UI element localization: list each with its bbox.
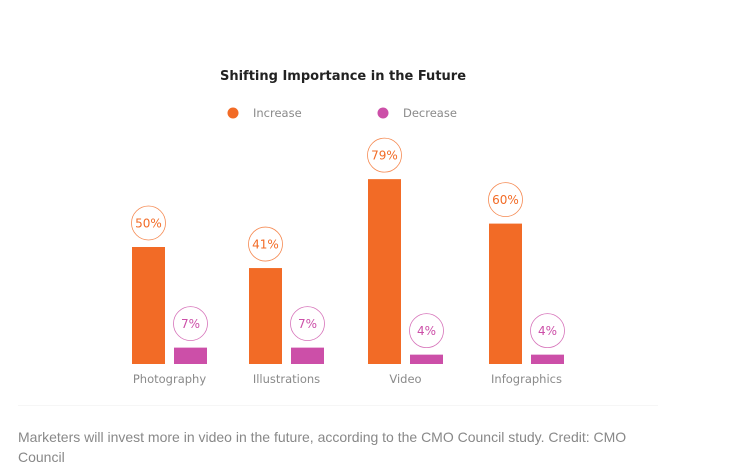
legend-label-decrease: Decrease bbox=[403, 106, 457, 120]
value-badge-decrease-video bbox=[409, 313, 444, 349]
chart: Shifting Importance in the Future Increa… bbox=[131, 69, 565, 386]
bar-decrease-video bbox=[410, 354, 443, 364]
value-label-decrease-video: 4% bbox=[417, 324, 436, 338]
chart-title: Shifting Importance in the Future bbox=[220, 69, 466, 84]
bar-increase-video bbox=[368, 179, 401, 364]
value-badge-decrease-photography bbox=[173, 306, 208, 342]
category-label-illustrations: Illustrations bbox=[253, 372, 320, 386]
value-label-increase-illustrations: 41% bbox=[252, 238, 279, 252]
value-label-decrease-illustrations: 7% bbox=[298, 317, 317, 331]
value-badge-increase-photography bbox=[131, 205, 166, 241]
value-label-decrease-photography: 7% bbox=[181, 317, 200, 331]
value-badge-increase-illustrations bbox=[248, 226, 283, 262]
category-label-infographics: Infographics bbox=[491, 372, 562, 386]
bar-decrease-photography bbox=[174, 347, 207, 364]
divider bbox=[18, 405, 658, 406]
legend-marker-decrease bbox=[377, 107, 389, 119]
legend-marker-increase bbox=[227, 107, 239, 119]
legend-label-increase: Increase bbox=[253, 106, 302, 120]
bars: 50% 7% Photography 41% 7% Illustrations 79% 4% V… bbox=[131, 137, 565, 386]
legend: Increase Decrease bbox=[227, 106, 457, 120]
bar-decrease-infographics bbox=[531, 354, 564, 364]
value-label-decrease-infographics: 4% bbox=[538, 324, 557, 338]
bar-decrease-illustrations bbox=[291, 347, 324, 364]
category-label-photography: Photography bbox=[133, 372, 206, 386]
value-badge-decrease-infographics bbox=[530, 313, 565, 349]
bar-increase-infographics bbox=[489, 223, 522, 364]
value-badge-increase-video bbox=[367, 137, 402, 173]
caption: Marketers will invest more in video in t… bbox=[18, 429, 627, 465]
value-badge-decrease-illustrations bbox=[290, 306, 325, 342]
value-badge-increase-infographics bbox=[488, 182, 523, 218]
value-label-increase-photography: 50% bbox=[135, 217, 162, 231]
category-label-video: Video bbox=[389, 372, 421, 386]
value-label-increase-video: 79% bbox=[371, 149, 398, 163]
bar-increase-photography bbox=[132, 247, 165, 364]
value-label-increase-infographics: 60% bbox=[492, 193, 519, 207]
bar-increase-illustrations bbox=[249, 268, 282, 364]
